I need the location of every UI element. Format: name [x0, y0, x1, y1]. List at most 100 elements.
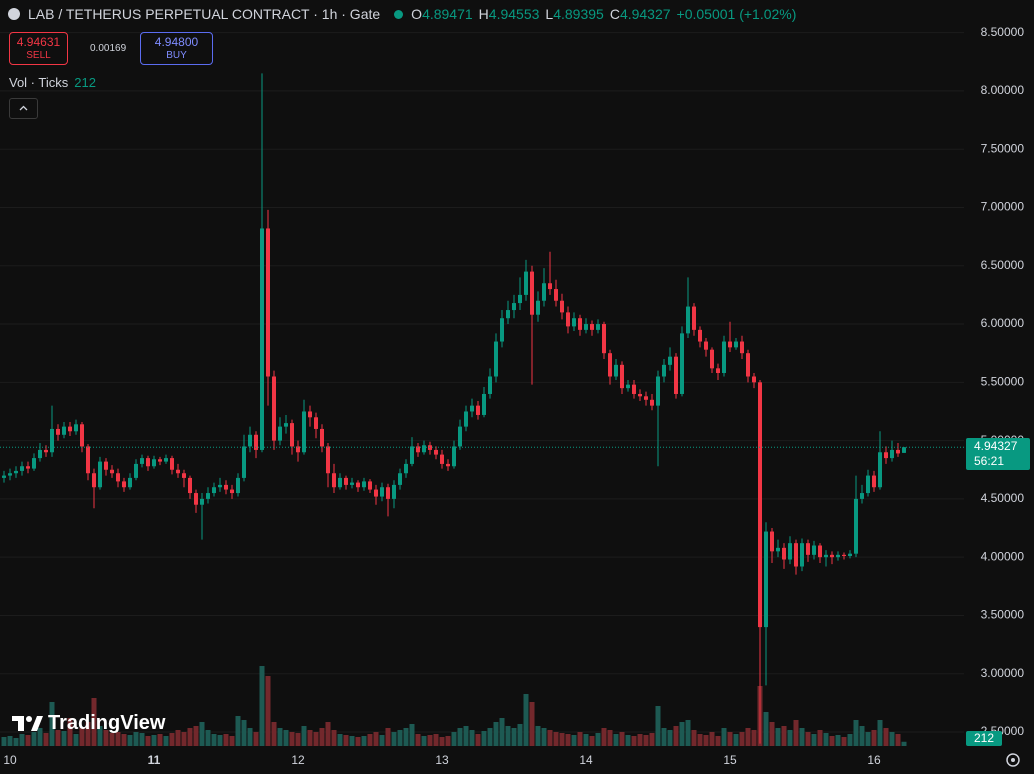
y-tick-label: 8.00000 — [981, 83, 1025, 97]
settings-icon[interactable] — [1006, 753, 1020, 767]
volume-bar — [469, 730, 475, 746]
volume-bar — [1, 737, 7, 746]
candle-body — [806, 543, 810, 555]
candle-body — [50, 428, 54, 453]
candle-body — [272, 376, 276, 441]
last-price-badge: 4.94327 56:21 — [966, 438, 1030, 471]
close-value: 4.94327 — [619, 6, 671, 22]
candle-body — [140, 458, 144, 464]
candle-body — [848, 553, 852, 557]
volume-bar — [703, 735, 709, 746]
volume-bar — [739, 732, 745, 746]
volume-bar — [763, 712, 769, 746]
candle-body — [884, 452, 888, 459]
volume-bar — [751, 730, 757, 746]
volume-bar — [229, 736, 235, 746]
candle-body — [68, 426, 72, 432]
volume-bar — [649, 733, 655, 746]
candle-body — [464, 411, 468, 427]
volume-bar — [535, 726, 541, 746]
volume-bar — [637, 734, 643, 746]
volume-bar — [667, 730, 673, 746]
candle-body — [452, 446, 456, 467]
candle-body — [92, 473, 96, 488]
candle-body — [596, 324, 600, 330]
sell-button[interactable]: 4.94631 SELL — [9, 32, 68, 65]
sell-label: SELL — [26, 49, 51, 61]
volume-bar — [127, 735, 133, 746]
volume-bar — [457, 728, 463, 746]
candle-body — [854, 498, 858, 554]
volume-bar — [397, 730, 403, 746]
y-tick-label: 4.50000 — [981, 491, 1025, 505]
candle-body — [542, 283, 546, 301]
volume-bar — [811, 734, 817, 746]
volume-bar — [805, 732, 811, 746]
volume-bar — [85, 722, 91, 746]
volume-bar — [241, 720, 247, 746]
volume-bar — [511, 728, 517, 746]
volume-bar — [415, 734, 421, 746]
y-tick-label: 7.50000 — [981, 141, 1025, 155]
candle-body — [878, 452, 882, 488]
volume-bar — [721, 728, 727, 746]
volume-bar — [865, 732, 871, 746]
volume-bar — [223, 734, 229, 746]
volume-bar — [43, 733, 49, 746]
candle-body — [764, 531, 768, 628]
volume-bar — [817, 730, 823, 746]
volume-bar — [73, 734, 79, 746]
candle-body — [446, 463, 450, 467]
status-dot — [394, 9, 404, 19]
volume-bar — [793, 720, 799, 746]
volume-bar — [493, 722, 499, 746]
candle-body — [800, 543, 804, 567]
y-tick-label: 4.00000 — [981, 549, 1025, 563]
chevron — [19, 105, 28, 111]
candle-body — [602, 324, 606, 354]
volume-bar — [145, 736, 151, 746]
volume-bar — [889, 732, 895, 746]
logo-icon — [12, 715, 43, 731]
candle-body — [536, 300, 540, 315]
volume-bar — [427, 735, 433, 746]
candle-body — [344, 477, 348, 485]
low-value: 4.89395 — [553, 6, 604, 22]
volume-bar — [541, 728, 547, 746]
volume-bar — [625, 735, 631, 746]
collapse-button[interactable] — [9, 98, 38, 119]
y-tick-label: 6.00000 — [981, 316, 1025, 330]
volume-bar — [439, 737, 445, 746]
candle-body — [506, 310, 510, 319]
volume-bar — [7, 736, 13, 746]
candle-body — [662, 364, 666, 377]
volume-bar — [385, 728, 391, 746]
volume-bar — [745, 728, 751, 746]
candle-body — [680, 333, 684, 394]
candle-body — [710, 349, 714, 369]
candle-body — [524, 271, 528, 295]
volume-bar — [505, 726, 511, 746]
candle-body — [278, 426, 282, 441]
candle-body — [170, 458, 174, 470]
volume-bar — [235, 716, 241, 746]
x-tick-label: 10 — [3, 753, 17, 767]
volume-bar — [19, 734, 25, 746]
candle-body — [512, 303, 516, 311]
volume-bar — [595, 733, 601, 746]
candle-body — [818, 545, 822, 558]
candle-body — [146, 458, 150, 467]
candle-body — [368, 481, 372, 490]
volume-bar — [271, 722, 277, 746]
volume-bar — [55, 730, 61, 746]
open-value: 4.89471 — [422, 6, 473, 22]
volume-bar — [715, 736, 721, 746]
close-label: C — [609, 6, 620, 22]
volume-bar — [619, 732, 625, 746]
x-tick-label: 13 — [435, 753, 449, 767]
candle-body — [260, 228, 264, 450]
symbol-title[interactable]: LAB / TETHERUS PERPETUAL CONTRACT · 1h ·… — [28, 6, 381, 22]
candle-body — [578, 318, 582, 330]
buy-button[interactable]: 4.94800 BUY — [140, 32, 213, 65]
